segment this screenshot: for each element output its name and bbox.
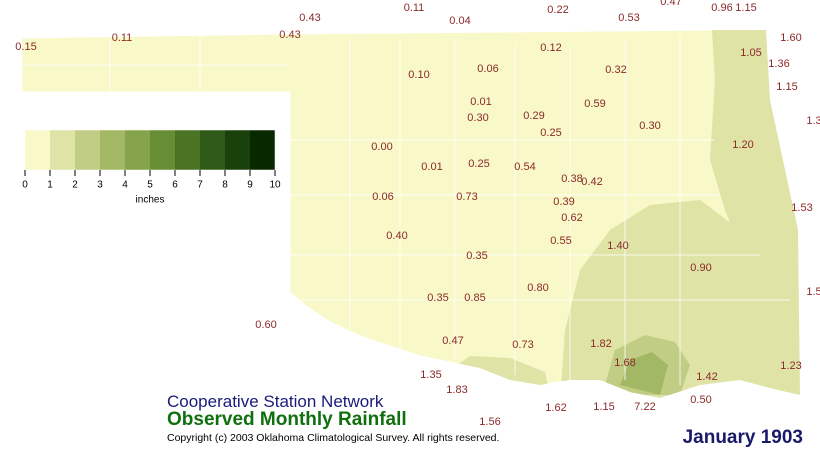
legend-swatch [50, 130, 75, 170]
station-value: 1.53 [791, 202, 812, 214]
station-value: 0.39 [553, 196, 574, 208]
station-value: 0.25 [468, 158, 489, 170]
station-value: 0.01 [421, 161, 442, 173]
station-value: 0.73 [512, 339, 533, 351]
station-value: 1.15 [593, 401, 614, 413]
legend-swatch [100, 130, 125, 170]
station-value: 1.56 [479, 416, 500, 428]
station-value: 0.42 [581, 176, 602, 188]
station-value: 0.47 [442, 335, 463, 347]
station-value: 1.40 [607, 240, 628, 252]
station-value: 0.11 [404, 2, 425, 14]
legend-tick-label: 4 [122, 180, 128, 191]
stations: 0.430.110.040.220.530.47 0.96 1.150.150.11… [15, 0, 820, 428]
legend-swatch [200, 130, 225, 170]
legend-swatch [175, 130, 200, 170]
station-value: 1.15 [776, 81, 797, 93]
network-label: Cooperative Station Network [167, 392, 384, 411]
station-value: 0.22 [547, 4, 568, 16]
legend-tick-label: 1 [47, 180, 53, 191]
legend: 0 1 2 3 4 5 6 7 8 9 10 inches [22, 129, 281, 206]
station-value: 0.73 [456, 191, 477, 203]
station-value: 0.01 [470, 96, 491, 108]
station-value: 1.05 [740, 47, 761, 59]
map-title: Observed Monthly Rainfall [167, 409, 407, 430]
station-value: 0.62 [561, 212, 582, 224]
period-label: January 1903 [683, 427, 803, 448]
station-value: 0.00 [371, 141, 392, 153]
station-value: 0.30 [467, 112, 488, 124]
station-value: 0.47 [660, 0, 681, 8]
station-value: 0.29 [523, 110, 544, 122]
station-value: 1.15 [735, 2, 756, 14]
station-value: 0.90 [690, 262, 711, 274]
station-value: 1.82 [590, 338, 611, 350]
legend-swatch [25, 130, 50, 170]
legend-tick-label: 6 [172, 180, 178, 191]
station-value: 0.53 [618, 12, 639, 24]
station-value: 0.12 [540, 42, 561, 54]
legend-tick-label: 3 [97, 180, 103, 191]
legend-swatch [250, 130, 275, 170]
station-value: 1.35 [420, 369, 441, 381]
station-value: 0.43 [279, 29, 300, 41]
station-value: 0.60 [255, 319, 276, 331]
station-value: 1.5 [806, 286, 820, 298]
station-value: 0.38 [561, 173, 582, 185]
legend-tick-label: 0 [22, 180, 28, 191]
legend-swatch [75, 130, 100, 170]
legend-unit: inches [136, 195, 165, 206]
legend-swatch [150, 130, 175, 170]
legend-swatch [125, 130, 150, 170]
station-value: 0.06 [372, 191, 393, 203]
station-value: 1.83 [446, 384, 467, 396]
legend-tick-label: 9 [247, 180, 253, 191]
station-value: 1.20 [732, 139, 753, 151]
station-value: 0.55 [550, 235, 571, 247]
station-value: 0.11 [112, 32, 133, 44]
state [21, 29, 801, 399]
station-value: 0.43 [299, 12, 320, 24]
station-value: 0.35 [466, 250, 487, 262]
station-value: 1.36 [768, 58, 789, 70]
contours [22, 30, 800, 398]
station-value: 1.3 [806, 115, 820, 127]
station-value: 0.96 [711, 2, 732, 14]
station-value: 0.50 [690, 394, 711, 406]
station-value: 0.32 [605, 64, 626, 76]
legend-swatch [225, 130, 250, 170]
station-value: 7.22 [634, 401, 655, 413]
station-value: 0.59 [584, 98, 605, 110]
station-value: 0.40 [386, 230, 407, 242]
legend-tick-label: 10 [269, 180, 281, 191]
station-value: 0.15 [15, 41, 36, 53]
copyright: Copyright (c) 2003 Oklahoma Climatologic… [167, 432, 499, 444]
county-lines [22, 35, 790, 385]
legend-tick-label: 7 [197, 180, 203, 191]
station-value: 1.60 [780, 32, 801, 44]
station-value: 0.85 [464, 292, 485, 304]
station-value: 1.62 [545, 402, 566, 414]
legend-tick-label: 2 [72, 180, 78, 191]
station-value: 0.04 [449, 15, 470, 27]
station-value: 1.42 [696, 371, 717, 383]
station-value: 0.25 [540, 127, 561, 139]
station-value: 0.10 [408, 69, 429, 81]
station-value: 0.80 [527, 282, 548, 294]
station-value: 0.06 [477, 63, 498, 75]
station-value: 0.30 [639, 120, 660, 132]
station-value: 0.35 [427, 292, 448, 304]
legend-tick-label: 8 [222, 180, 228, 191]
legend-tick-label: 5 [147, 180, 153, 191]
contour-3 [620, 352, 668, 395]
station-value: 1.23 [780, 360, 801, 372]
station-value: 0.54 [514, 161, 535, 173]
station-value: 1.68 [614, 357, 635, 369]
